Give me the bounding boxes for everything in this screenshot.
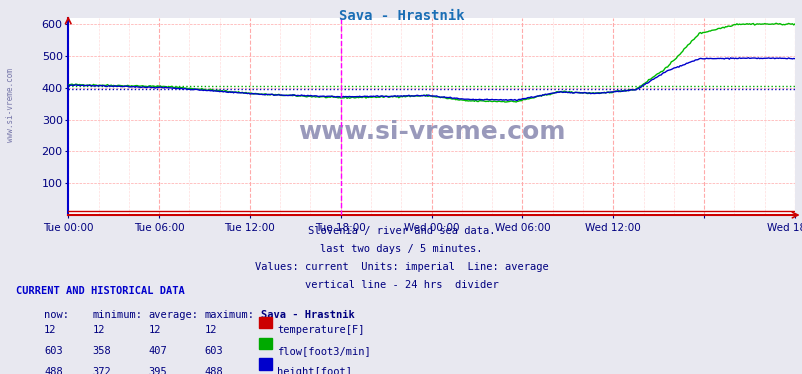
Text: 603: 603: [44, 346, 63, 356]
Text: now:: now:: [44, 310, 69, 321]
Text: average:: average:: [148, 310, 198, 321]
Text: vertical line - 24 hrs  divider: vertical line - 24 hrs divider: [304, 280, 498, 290]
Text: minimum:: minimum:: [92, 310, 142, 321]
Text: Sava - Hrastnik: Sava - Hrastnik: [338, 9, 464, 23]
Text: 358: 358: [92, 346, 111, 356]
Text: 407: 407: [148, 346, 167, 356]
Text: 488: 488: [44, 367, 63, 374]
Text: Sava - Hrastnik: Sava - Hrastnik: [261, 310, 354, 321]
Text: 603: 603: [205, 346, 223, 356]
Text: height[foot]: height[foot]: [277, 367, 351, 374]
Text: CURRENT AND HISTORICAL DATA: CURRENT AND HISTORICAL DATA: [16, 286, 184, 296]
Text: 12: 12: [44, 325, 57, 335]
Text: www.si-vreme.com: www.si-vreme.com: [6, 68, 15, 142]
Text: last two days / 5 minutes.: last two days / 5 minutes.: [320, 244, 482, 254]
Text: www.si-vreme.com: www.si-vreme.com: [298, 120, 565, 144]
Text: 372: 372: [92, 367, 111, 374]
Text: Values: current  Units: imperial  Line: average: Values: current Units: imperial Line: av…: [254, 262, 548, 272]
Text: 12: 12: [205, 325, 217, 335]
Text: 395: 395: [148, 367, 167, 374]
Text: flow[foot3/min]: flow[foot3/min]: [277, 346, 371, 356]
Text: Slovenia / river and sea data.: Slovenia / river and sea data.: [307, 226, 495, 236]
Text: temperature[F]: temperature[F]: [277, 325, 364, 335]
Text: maximum:: maximum:: [205, 310, 254, 321]
Text: 12: 12: [92, 325, 105, 335]
Text: 488: 488: [205, 367, 223, 374]
Text: 12: 12: [148, 325, 161, 335]
